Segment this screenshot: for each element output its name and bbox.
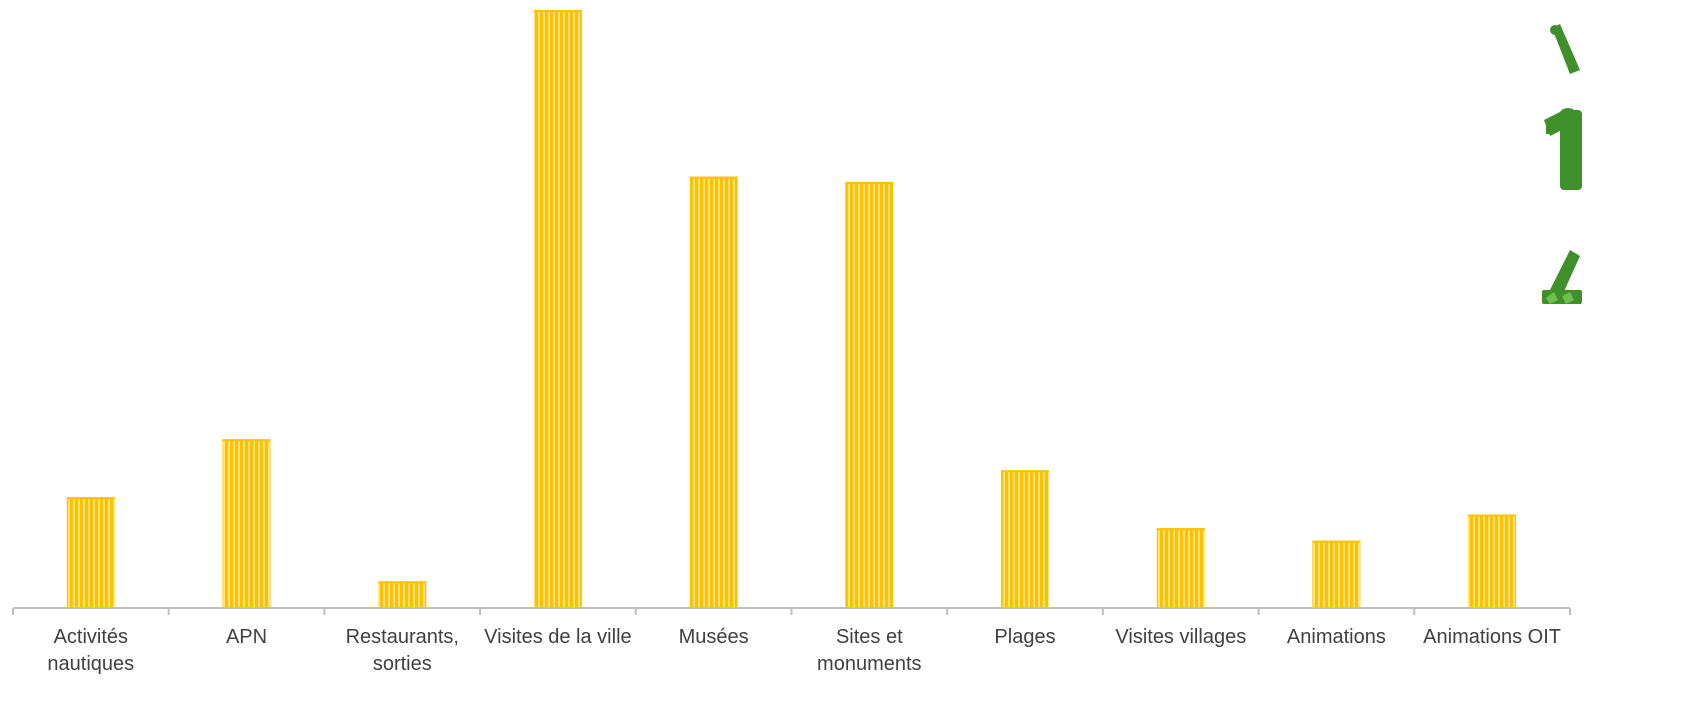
bar-top-edge	[222, 439, 271, 442]
bar	[1156, 528, 1205, 607]
bar-top-edge	[1468, 514, 1517, 517]
bar-top-edge	[1001, 470, 1049, 473]
bar-top-edge	[1312, 540, 1361, 543]
x-tick-label-line: Animations	[1287, 626, 1386, 648]
x-tick-label: Activités nautiques	[47, 626, 134, 675]
bar	[222, 439, 271, 607]
bar-top-edge	[1156, 528, 1205, 531]
x-tick-label-line: Restaurants,	[346, 626, 459, 648]
x-tick-label: Plages	[994, 626, 1055, 648]
bars-group	[66, 10, 1517, 607]
x-tick-label: Animations OIT	[1423, 626, 1561, 648]
x-tick-label: Sites et monuments	[817, 626, 922, 675]
bar-top-edge	[689, 176, 738, 179]
x-axis-ticks	[12, 608, 1571, 615]
bar	[1312, 540, 1361, 607]
x-tick-label-line: sorties	[373, 653, 432, 675]
x-tick-label-line: Sites et	[836, 626, 903, 648]
bar	[533, 10, 582, 607]
bar	[689, 176, 738, 607]
x-tick-label-line: Plages	[994, 626, 1055, 648]
x-tick-label-line: monuments	[817, 653, 922, 675]
bar	[1468, 514, 1517, 607]
x-tick-label-line: Musées	[679, 626, 749, 648]
x-tick-label: Musées	[679, 626, 749, 648]
bar-top-edge	[845, 181, 894, 184]
x-tick-label-line: APN	[226, 626, 267, 648]
x-tick-label-line: Animations OIT	[1423, 626, 1561, 648]
x-tick-label: Visites de la ville	[484, 626, 631, 648]
bar	[378, 581, 427, 607]
standing-person-figure-icon	[1540, 0, 1685, 320]
x-axis-labels: Activités nautiques APN Restaurants, sorties…	[47, 626, 1561, 675]
x-tick-label: Visites villages	[1115, 626, 1246, 648]
x-tick-label: Restaurants, sorties	[346, 626, 459, 675]
x-tick-label-line: Activités	[54, 626, 128, 648]
x-tick-label: APN	[226, 626, 267, 648]
bar-top-edge	[533, 10, 582, 12]
x-tick-label-line: Visites de la ville	[484, 626, 631, 648]
x-tick-label-line: Visites villages	[1115, 626, 1246, 648]
bar-top-edge	[378, 581, 427, 584]
bar-top-edge	[66, 497, 115, 500]
bar	[66, 497, 115, 607]
x-tick-label-line: nautiques	[47, 653, 134, 675]
bar	[1001, 470, 1049, 607]
x-tick-label: Animations	[1287, 626, 1386, 648]
bar	[845, 181, 894, 607]
